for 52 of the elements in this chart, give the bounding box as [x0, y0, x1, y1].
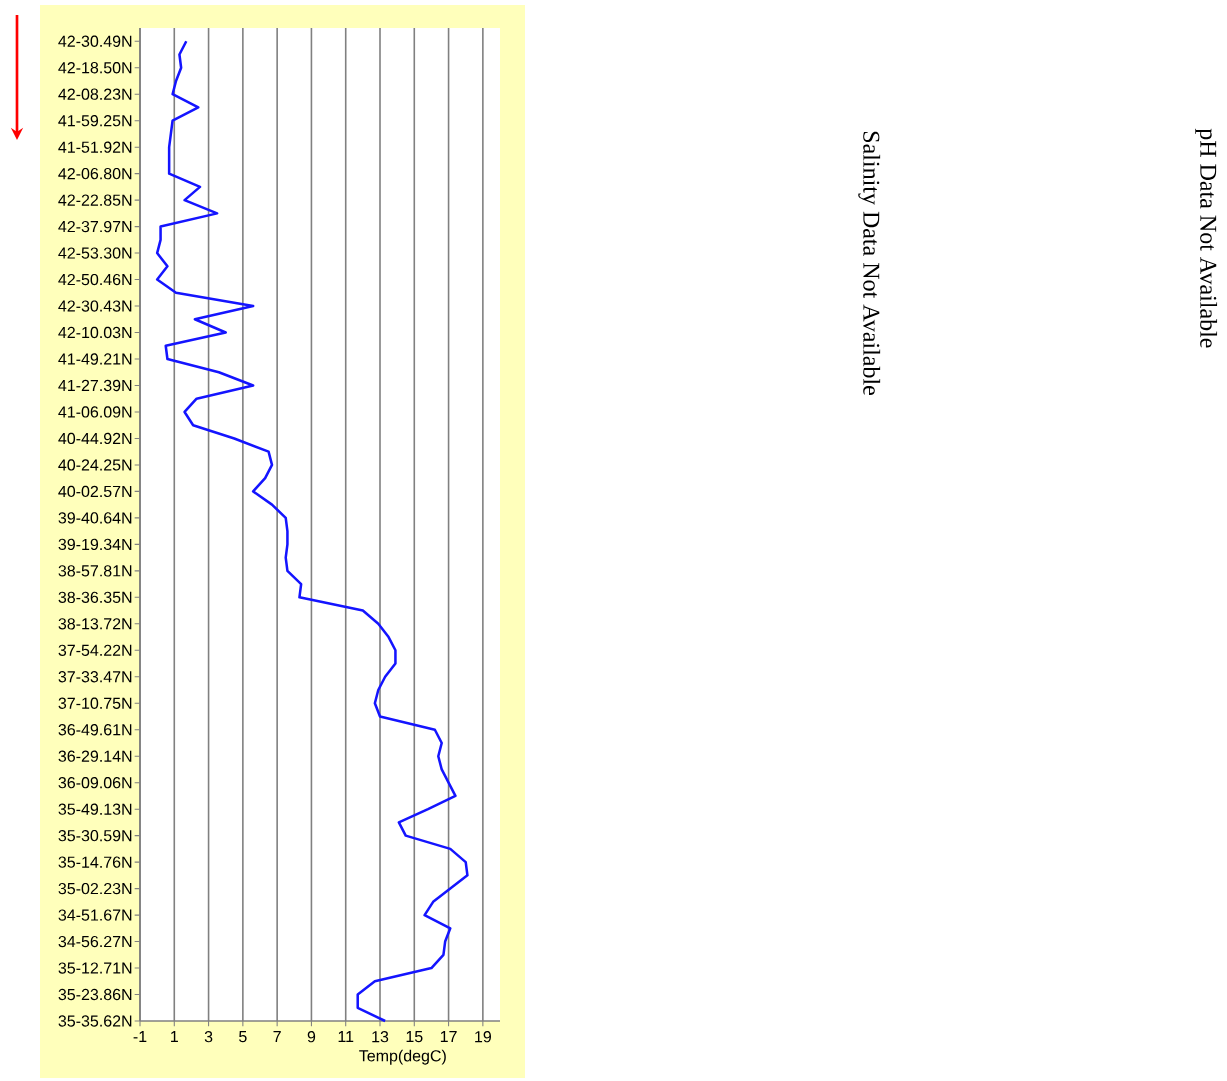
y-tick-label: 42-53.30N: [58, 247, 132, 259]
y-tick-label: 36-09.06N: [58, 777, 132, 789]
text: Salinity Data Not Available: [858, 131, 881, 395]
y-tick-label: 40-02.57N: [58, 485, 132, 498]
y-tick-label: 42-18.50N: [58, 62, 132, 74]
y-tick-label: 37-33.47N: [58, 671, 132, 683]
x-tick-label: 19: [475, 1031, 491, 1043]
y-tick-label: 42-08.23N: [58, 88, 132, 100]
y-tick-label: 38-57.81N: [58, 565, 132, 577]
y-tick-label: 36-49.61N: [58, 724, 132, 736]
y-tick-label: 34-56.27N: [58, 935, 132, 948]
y-tick-label: 42-30.43N: [58, 300, 132, 312]
x-axis-title: Temp(degC): [359, 1049, 446, 1065]
y-tick-label: 39-19.34N: [58, 538, 132, 551]
y-tick-label: 41-06.09N: [58, 406, 132, 418]
y-tick-label: 38-13.72N: [58, 618, 132, 630]
y-tick-label: 35-02.23N: [58, 882, 132, 895]
y-tick-label: 42-30.49N: [58, 35, 132, 47]
y-tick-label: 36-29.14N: [58, 750, 132, 762]
x-tick-label: 17: [440, 1031, 457, 1043]
y-tick-label: 42-50.46N: [58, 273, 132, 286]
y-tick-label: 42-06.80N: [58, 167, 132, 180]
y-tick-label: 37-54.22N: [58, 644, 132, 656]
y-tick-label: 35-14.76N: [58, 856, 132, 868]
y-tick-label: 40-44.92N: [58, 432, 132, 445]
y-tick-label: 37-10.75N: [58, 697, 132, 709]
y-tick-label: 41-27.39N: [58, 379, 132, 392]
x-tick-label: 11: [338, 1031, 354, 1043]
x-tick-label: 15: [406, 1031, 423, 1043]
y-tick-label: 41-51.92N: [58, 141, 132, 153]
y-tick-label: 41-59.25N: [58, 115, 132, 127]
x-tick-label: 9: [307, 1031, 316, 1043]
x-tick-label: -1: [133, 1031, 147, 1043]
x-tick-label: 5: [239, 1031, 247, 1043]
y-tick-label: 42-37.97N: [58, 220, 132, 233]
y-tick-label: 35-35.62N: [58, 1015, 132, 1027]
y-tick-label: 39-40.64N: [58, 512, 132, 524]
x-tick-label: 7: [273, 1031, 281, 1043]
x-tick-label: 3: [204, 1031, 213, 1043]
y-tick-label: 38-36.35N: [58, 591, 132, 603]
y-tick-label: 35-12.71N: [58, 962, 132, 974]
y-tick-label: 42-22.85N: [58, 194, 132, 206]
y-tick-label: 40-24.25N: [58, 459, 132, 471]
y-tick-label: 41-49.21N: [58, 353, 132, 365]
y-tick-label: 35-30.59N: [58, 829, 132, 842]
x-tick-label: 13: [372, 1031, 389, 1043]
x-tick-label: 1: [171, 1031, 178, 1043]
text: pH Data Not Available: [1195, 128, 1218, 348]
y-tick-label: 35-23.86N: [58, 988, 132, 1001]
y-tick-label: 35-49.13N: [58, 803, 132, 815]
y-tick-label: 34-51.67N: [58, 909, 132, 921]
y-tick-label: 42-10.03N: [58, 326, 132, 339]
